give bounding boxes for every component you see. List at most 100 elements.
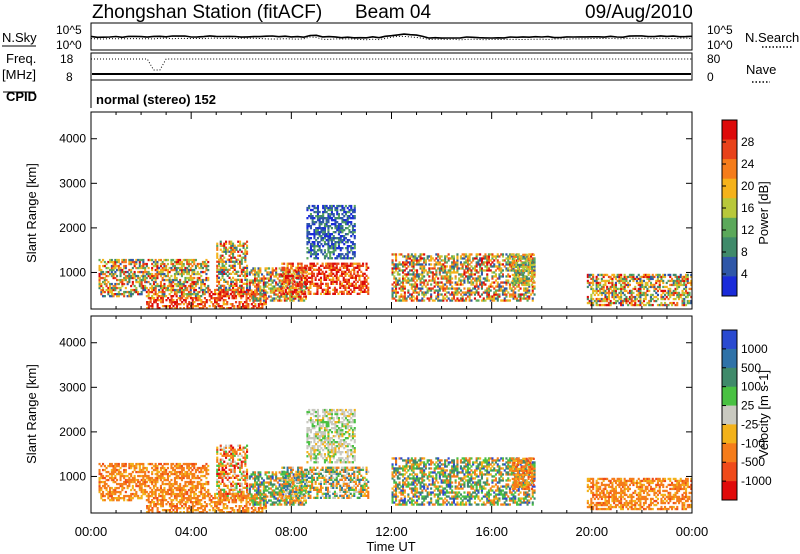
range-cell bbox=[517, 293, 520, 296]
range-cell bbox=[339, 237, 342, 240]
range-cell bbox=[323, 274, 326, 277]
range-cell bbox=[609, 277, 612, 281]
range-cell bbox=[688, 293, 691, 297]
range-cell bbox=[269, 271, 272, 274]
range-cell bbox=[459, 289, 462, 292]
range-cell bbox=[344, 278, 347, 281]
range-cell bbox=[147, 258, 150, 262]
range-cell bbox=[196, 264, 199, 268]
range-cell bbox=[343, 206, 346, 210]
range-cell bbox=[142, 284, 145, 288]
range-cell bbox=[414, 287, 417, 290]
range-cell bbox=[156, 478, 159, 482]
range-cell bbox=[634, 285, 637, 289]
range-cell bbox=[223, 286, 226, 289]
range-cell bbox=[128, 258, 131, 262]
range-cell bbox=[336, 227, 339, 230]
range-cell bbox=[166, 262, 169, 266]
range-cell bbox=[219, 278, 222, 281]
range-cell bbox=[515, 279, 518, 283]
range-cell bbox=[278, 285, 281, 288]
range-cell bbox=[182, 264, 185, 268]
range-cell bbox=[472, 283, 475, 286]
range-cell bbox=[179, 262, 182, 266]
range-cell bbox=[110, 499, 113, 502]
range-cell bbox=[491, 271, 494, 274]
range-cell bbox=[606, 299, 609, 303]
range-cell bbox=[121, 270, 124, 274]
range-cell bbox=[269, 279, 272, 282]
range-cell bbox=[430, 295, 433, 298]
range-cell bbox=[530, 275, 533, 278]
range-cell bbox=[218, 292, 221, 295]
range-cell bbox=[240, 286, 243, 289]
range-cell bbox=[628, 273, 631, 277]
range-cell bbox=[191, 282, 194, 286]
range-cell bbox=[354, 278, 357, 281]
range-cell bbox=[131, 272, 134, 276]
range-cell bbox=[144, 278, 147, 282]
range-cell bbox=[644, 293, 647, 297]
range-cell bbox=[351, 268, 354, 271]
range-cell bbox=[242, 295, 245, 298]
range-cell bbox=[632, 299, 635, 303]
range-cell bbox=[344, 270, 347, 273]
range-cell bbox=[466, 279, 469, 282]
range-cell bbox=[347, 264, 350, 267]
range-cell bbox=[683, 279, 686, 283]
range-cell bbox=[198, 266, 201, 270]
range-cell bbox=[194, 295, 197, 298]
range-cell bbox=[470, 269, 473, 272]
range-cell bbox=[484, 253, 487, 256]
range-cell bbox=[637, 281, 640, 285]
range-cell bbox=[330, 204, 333, 208]
range-cell bbox=[146, 303, 149, 306]
range-cell bbox=[100, 270, 103, 274]
range-cell bbox=[461, 299, 464, 302]
range-cell bbox=[454, 265, 457, 268]
range-cell bbox=[451, 263, 454, 266]
range-cell bbox=[262, 281, 265, 284]
range-cell bbox=[175, 293, 178, 296]
range-cell bbox=[332, 282, 335, 285]
range-cell bbox=[438, 299, 441, 302]
range-cell bbox=[298, 266, 301, 269]
range-cell bbox=[292, 295, 295, 298]
range-cell bbox=[243, 290, 246, 294]
range-cell bbox=[630, 299, 633, 303]
range-cell bbox=[681, 301, 684, 305]
range-cell bbox=[103, 484, 106, 488]
range-cell bbox=[184, 270, 187, 274]
range-cell bbox=[116, 486, 119, 490]
range-cell bbox=[330, 237, 333, 240]
range-cell bbox=[339, 227, 342, 230]
range-cell bbox=[409, 273, 412, 276]
range-cell bbox=[498, 295, 501, 298]
range-cell bbox=[245, 307, 248, 310]
range-cell bbox=[456, 253, 459, 256]
range-cell bbox=[170, 472, 173, 476]
range-cell bbox=[620, 287, 623, 291]
range-cell bbox=[172, 295, 175, 298]
range-cell bbox=[238, 305, 241, 308]
range-cell bbox=[131, 266, 134, 270]
range-cell bbox=[405, 255, 408, 258]
range-cell bbox=[475, 277, 478, 280]
range-cell bbox=[119, 286, 122, 290]
range-cell bbox=[532, 271, 535, 275]
range-cell bbox=[180, 262, 183, 266]
range-cell bbox=[524, 263, 527, 266]
range-cell bbox=[103, 476, 106, 480]
range-cell bbox=[456, 267, 459, 270]
range-cell bbox=[281, 266, 284, 269]
range-cell bbox=[419, 289, 422, 292]
range-cell bbox=[245, 293, 248, 296]
range-cell bbox=[273, 279, 276, 282]
range-cell bbox=[203, 278, 206, 282]
range-cell bbox=[444, 255, 447, 258]
range-cell bbox=[245, 299, 248, 302]
range-cell bbox=[430, 255, 433, 258]
range-cell bbox=[325, 210, 328, 214]
range-cell bbox=[620, 273, 623, 277]
range-cell bbox=[147, 288, 150, 292]
